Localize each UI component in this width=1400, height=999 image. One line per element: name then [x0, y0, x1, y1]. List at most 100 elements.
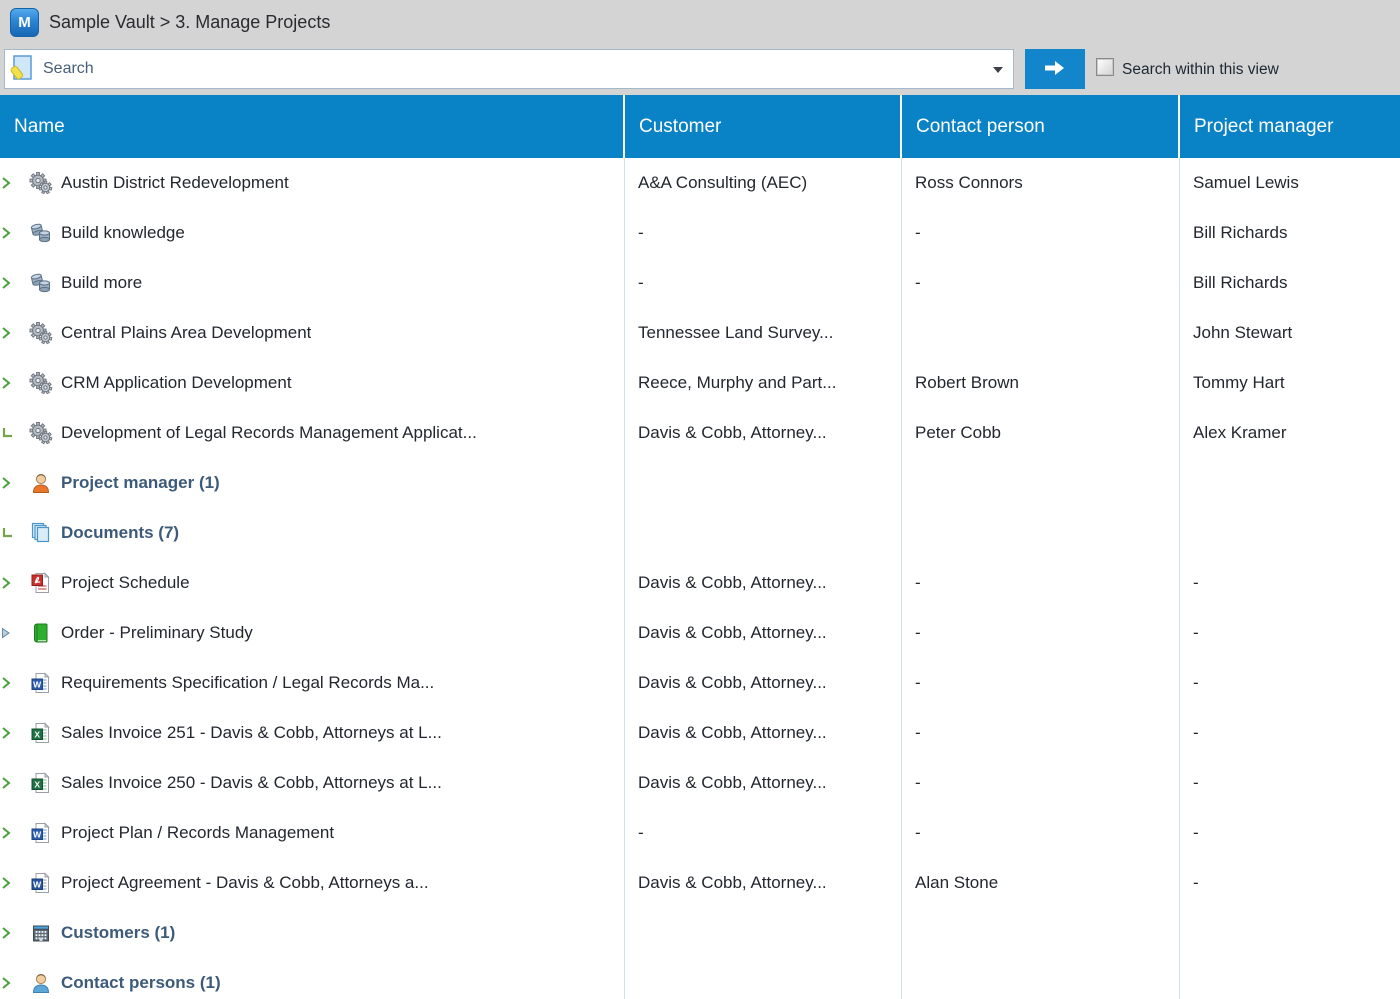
table-row[interactable]: Development of Legal Records Management … — [0, 408, 1400, 458]
table-row[interactable]: Project Schedule Davis & Cobb, Attorney..… — [0, 558, 1400, 608]
cell-contact: Ross Connors — [915, 173, 1023, 192]
chevron-collapsed-icon[interactable] — [0, 376, 28, 390]
table-row[interactable]: Order - Preliminary Study Davis & Cobb, A… — [0, 608, 1400, 658]
chevron-collapsed-icon[interactable] — [0, 776, 28, 790]
cell-customer: Davis & Cobb, Attorney... — [638, 423, 827, 442]
row-label: Project Schedule — [61, 573, 190, 592]
excel-file-icon: X — [28, 721, 54, 745]
row-label: Sales Invoice 250 - Davis & Cobb, Attorn… — [61, 773, 442, 792]
row-label: Build more — [61, 273, 143, 292]
column-header-customer[interactable]: Customer — [625, 95, 902, 158]
cell-customer: Davis & Cobb, Attorney... — [638, 673, 827, 692]
cell-manager: Samuel Lewis — [1193, 173, 1299, 192]
cell-contact: Alan Stone — [915, 873, 999, 892]
chevron-collapsed-icon[interactable] — [0, 576, 28, 590]
chevron-collapsed-icon[interactable] — [0, 326, 28, 340]
column-header-project-manager[interactable]: Project manager — [1180, 95, 1400, 158]
svg-text:X: X — [34, 779, 40, 789]
column-header-name[interactable]: Name — [0, 95, 625, 158]
cell-customer: Davis & Cobb, Attorney... — [638, 773, 827, 792]
table-row[interactable]: Contact persons (1) — [0, 958, 1400, 999]
chevron-collapsed-icon[interactable] — [0, 926, 28, 940]
table-row[interactable]: Central Plains Area Development Tennessee… — [0, 308, 1400, 358]
row-label: Order - Preliminary Study — [61, 623, 253, 642]
chevron-collapsed-icon[interactable] — [0, 676, 28, 690]
cell-contact: - — [915, 223, 921, 242]
cell-customer: Tennessee Land Survey... — [638, 323, 834, 342]
search-document-icon — [10, 54, 36, 84]
column-header-contact-person[interactable]: Contact person — [902, 95, 1180, 158]
chevron-expanded-icon[interactable] — [0, 526, 28, 540]
row-label: Austin District Redevelopment — [61, 173, 289, 192]
titlebar: M Sample Vault > 3. Manage Projects — [0, 0, 1400, 44]
book-green-icon — [28, 621, 54, 645]
cell-customer: Davis & Cobb, Attorney... — [638, 873, 827, 892]
row-label: Contact persons (1) — [61, 973, 221, 992]
person-orange-icon — [28, 471, 54, 495]
project-gears-icon — [28, 171, 54, 195]
chevron-triangle-icon[interactable] — [0, 627, 28, 639]
svg-text:W: W — [33, 679, 42, 689]
table-row[interactable]: X Sales Invoice 250 - Davis & Cobb, Attor… — [0, 758, 1400, 808]
chevron-collapsed-icon[interactable] — [0, 826, 28, 840]
search-go-button[interactable] — [1025, 49, 1085, 89]
row-label: Requirements Specification / Legal Recor… — [61, 673, 435, 692]
cell-manager: Bill Richards — [1193, 273, 1288, 292]
chevron-collapsed-icon[interactable] — [0, 876, 28, 890]
table-row[interactable]: CRM Application Development Reece, Murphy… — [0, 358, 1400, 408]
chevron-collapsed-icon[interactable] — [0, 976, 28, 990]
chevron-expanded-icon[interactable] — [0, 426, 28, 440]
breadcrumb: Sample Vault > 3. Manage Projects — [49, 11, 331, 32]
search-within-view-checkbox[interactable] — [1096, 58, 1114, 76]
cell-manager: - — [1193, 823, 1199, 842]
row-label: Customers (1) — [61, 923, 176, 942]
chevron-collapsed-icon[interactable] — [0, 726, 28, 740]
row-label: Project manager (1) — [61, 473, 220, 492]
table-row[interactable]: Austin District Redevelopment A&A Consult… — [0, 158, 1400, 208]
building-icon — [28, 921, 54, 945]
svg-text:W: W — [33, 879, 42, 889]
row-label: Project Agreement - Davis & Cobb, Attorn… — [61, 873, 429, 892]
table-row[interactable]: X Sales Invoice 251 - Davis & Cobb, Attor… — [0, 708, 1400, 758]
person-blue-icon — [28, 971, 54, 995]
cell-contact: - — [915, 573, 921, 592]
chevron-collapsed-icon[interactable] — [0, 226, 28, 240]
table-row[interactable]: Customers (1) — [0, 908, 1400, 958]
table-row[interactable]: W Requirements Specification / Legal Reco… — [0, 658, 1400, 708]
cell-customer: Reece, Murphy and Part... — [638, 373, 837, 392]
cell-manager: - — [1193, 723, 1199, 742]
chevron-collapsed-icon[interactable] — [0, 176, 28, 190]
project-gears-icon — [28, 321, 54, 345]
table-row[interactable]: W Project Plan / Records Management - - - — [0, 808, 1400, 858]
chevron-collapsed-icon[interactable] — [0, 276, 28, 290]
search-input-wrap — [4, 49, 1014, 89]
chevron-down-icon — [993, 60, 1003, 78]
cell-manager: - — [1193, 573, 1199, 592]
m-files-logo-icon: M — [10, 7, 39, 37]
cell-contact: Peter Cobb — [915, 423, 1001, 442]
excel-file-icon: X — [28, 771, 54, 795]
table-row[interactable]: Project manager (1) — [0, 458, 1400, 508]
search-dropdown-button[interactable] — [983, 50, 1013, 88]
cell-customer: A&A Consulting (AEC) — [638, 173, 808, 192]
search-input[interactable] — [36, 49, 983, 89]
table-body: Austin District Redevelopment A&A Consult… — [0, 158, 1400, 999]
cell-manager: - — [1193, 873, 1199, 892]
table-row[interactable]: Documents (7) — [0, 508, 1400, 558]
row-label: CRM Application Development — [61, 373, 292, 392]
word-file-icon: W — [28, 821, 54, 845]
column-separator — [901, 158, 902, 999]
column-separator — [624, 158, 625, 999]
word-template-icon: W — [28, 871, 54, 895]
table-row[interactable]: Build more - - Bill Richards — [0, 258, 1400, 308]
table-row[interactable]: Build knowledge - - Bill Richards — [0, 208, 1400, 258]
table-header: Name Customer Contact person Project man… — [0, 95, 1400, 158]
column-separator — [1179, 158, 1180, 999]
cell-contact: Robert Brown — [915, 373, 1019, 392]
arrow-right-icon — [1042, 58, 1068, 81]
chevron-collapsed-icon[interactable] — [0, 476, 28, 490]
table-row[interactable]: W Project Agreement - Davis & Cobb, Attor… — [0, 858, 1400, 908]
word-file-icon: W — [28, 671, 54, 695]
row-label: Sales Invoice 251 - Davis & Cobb, Attorn… — [61, 723, 442, 742]
